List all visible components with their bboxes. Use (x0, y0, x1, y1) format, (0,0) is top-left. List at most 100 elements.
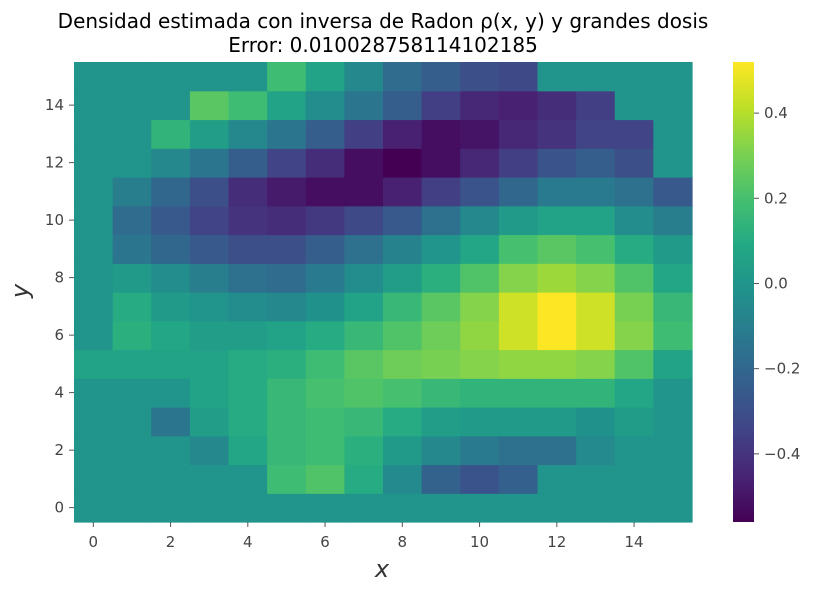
heatmap-cell (614, 263, 654, 293)
heatmap-cell (228, 407, 268, 437)
heatmap-cell (305, 320, 345, 351)
heatmap-cell (460, 234, 500, 264)
heatmap-cell (421, 464, 461, 494)
heatmap-cell (498, 493, 539, 523)
heatmap-cell (189, 493, 230, 523)
heatmap-cell (74, 378, 114, 408)
heatmap-cell (151, 177, 191, 207)
heatmap-cell (189, 378, 230, 408)
heatmap-cell (151, 407, 191, 437)
heatmap-cell (498, 119, 539, 149)
heatmap-cell (228, 263, 268, 293)
heatmap-cell (112, 90, 152, 121)
heatmap-cell (460, 493, 500, 523)
x-tick-label: 8 (398, 533, 408, 551)
colorbar-tick-label: 0.4 (764, 104, 788, 122)
heatmap-cell (383, 320, 423, 351)
heatmap-cell (460, 90, 500, 121)
heatmap-cell (189, 263, 230, 293)
heatmap-cell (653, 263, 693, 293)
heatmap-cell (112, 177, 152, 207)
heatmap-cell (228, 464, 268, 494)
heatmap-cell (305, 263, 345, 293)
heatmap-cell (228, 119, 268, 149)
heatmap-cell (653, 119, 693, 149)
heatmap-cell (537, 435, 577, 466)
heatmap-cell (421, 177, 461, 207)
heatmap-cell (576, 349, 616, 379)
heatmap-cell (537, 320, 577, 351)
heatmap-cell (74, 177, 114, 207)
heatmap-cell (576, 464, 616, 494)
heatmap-cell (151, 205, 191, 236)
heatmap-cell (653, 62, 693, 92)
heatmap-cell (151, 320, 191, 351)
heatmap-cell (498, 349, 539, 379)
heatmap-cell (267, 234, 307, 264)
heatmap-cell (112, 407, 152, 437)
heatmap-cell (614, 119, 654, 149)
heatmap-cell (421, 234, 461, 264)
heatmap-cell (344, 263, 384, 293)
heatmap-cell (421, 378, 461, 408)
heatmap-cell (614, 320, 654, 351)
heatmap-cell (344, 62, 384, 92)
heatmap-cell (344, 464, 384, 494)
heatmap-cell (151, 435, 191, 466)
heatmap-cell (460, 292, 500, 322)
heatmap-cell (576, 148, 616, 178)
heatmap-cell (421, 205, 461, 236)
heatmap-cell (267, 435, 307, 466)
heatmap-cell (537, 234, 577, 264)
heatmap-cell (344, 435, 384, 466)
heatmap-cell (228, 292, 268, 322)
heatmap-cell (614, 378, 654, 408)
heatmap-cell (498, 464, 539, 494)
heatmap-cell (267, 177, 307, 207)
heatmap-cell (267, 119, 307, 149)
heatmap-cell (576, 62, 616, 92)
x-tick-label: 4 (243, 533, 253, 551)
heatmap-cell (228, 349, 268, 379)
heatmap-cell (112, 263, 152, 293)
heatmap-cell (421, 148, 461, 178)
heatmap-cell (653, 435, 693, 466)
heatmap-cell (576, 90, 616, 121)
heatmap-cell (305, 292, 345, 322)
heatmap-cell (228, 493, 268, 523)
heatmap-cell (576, 378, 616, 408)
colorbar (733, 62, 754, 522)
heatmap-cell (305, 177, 345, 207)
heatmap-cell (498, 62, 539, 92)
heatmap-cell (653, 90, 693, 121)
y-tick-label: 8 (54, 269, 64, 287)
heatmap-cell (537, 90, 577, 121)
heatmap-cell (576, 263, 616, 293)
heatmap-cell (344, 320, 384, 351)
heatmap-cell (498, 320, 539, 351)
heatmap-cell (460, 62, 500, 92)
heatmap-cell (151, 148, 191, 178)
heatmap-cell (537, 464, 577, 494)
heatmap-cell (614, 435, 654, 466)
y-tick-label: 14 (45, 96, 64, 114)
heatmap-cell (383, 148, 423, 178)
heatmap-cell (74, 464, 114, 494)
heatmap-cell (112, 62, 152, 92)
heatmap-cell (614, 90, 654, 121)
heatmap-cell (305, 464, 345, 494)
heatmap-cell (614, 493, 654, 523)
y-tick-label: 0 (54, 499, 64, 517)
heatmap-cell (653, 177, 693, 207)
heatmap-cell (498, 263, 539, 293)
heatmap-cell (74, 320, 114, 351)
colorbar-tick-label: −0.4 (764, 445, 800, 463)
heatmap-cell (421, 320, 461, 351)
heatmap-cell (460, 177, 500, 207)
heatmap-cell (267, 320, 307, 351)
heatmap-cell (151, 263, 191, 293)
heatmap-cell (228, 148, 268, 178)
heatmap-cell (305, 205, 345, 236)
